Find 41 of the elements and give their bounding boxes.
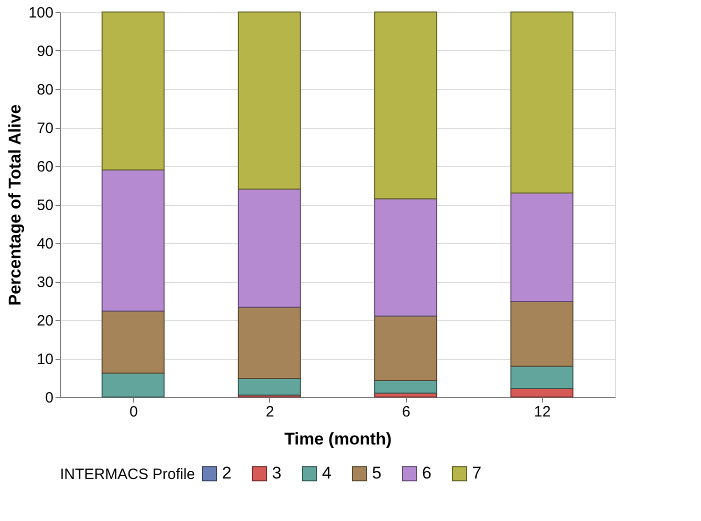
bar: [102, 169, 165, 312]
bar: [374, 198, 438, 317]
legend-label: 3: [272, 464, 282, 483]
bar: [238, 12, 301, 190]
bar: [238, 188, 301, 308]
y-tick-label: 100: [28, 4, 54, 22]
bar: [102, 12, 165, 170]
bar: [238, 378, 301, 396]
legend-title: INTERMACS Profile: [60, 466, 196, 483]
y-tick-label: 50: [36, 197, 54, 214]
y-tick-label: 90: [36, 43, 54, 60]
bar: [374, 12, 438, 200]
bar: [510, 388, 574, 398]
legend-label: 2: [222, 464, 232, 483]
x-tick-label: 6: [402, 404, 410, 420]
legend-label: 5: [372, 464, 382, 483]
y-tick-label: 70: [36, 120, 54, 137]
legend-label: 6: [422, 464, 432, 483]
y-tick-label: 0: [45, 390, 54, 406]
y-tick-label: 10: [36, 351, 54, 368]
bar: [510, 12, 574, 194]
x-axis-title: Time (month): [284, 430, 392, 448]
bar: [374, 380, 438, 394]
y-tick-label: 30: [36, 274, 54, 291]
y-axis-title: Percentage of Total Alive: [5, 104, 24, 306]
x-tick-label: 2: [266, 404, 274, 420]
y-tick-label: 20: [36, 312, 54, 330]
bar: [510, 192, 574, 302]
legend-label: 7: [472, 464, 482, 483]
legend-label: 4: [322, 464, 332, 483]
y-tick-label: 60: [36, 158, 54, 176]
y-tick-label: 80: [36, 82, 54, 98]
bar: [510, 366, 574, 390]
bar: [510, 301, 574, 367]
x-tick-label: 0: [129, 404, 138, 420]
bar: [374, 316, 438, 381]
bar: [102, 372, 165, 398]
bar: [102, 310, 165, 374]
y-tick-label: 40: [36, 236, 54, 252]
bar: [238, 306, 301, 380]
x-tick-label: 12: [534, 404, 551, 420]
